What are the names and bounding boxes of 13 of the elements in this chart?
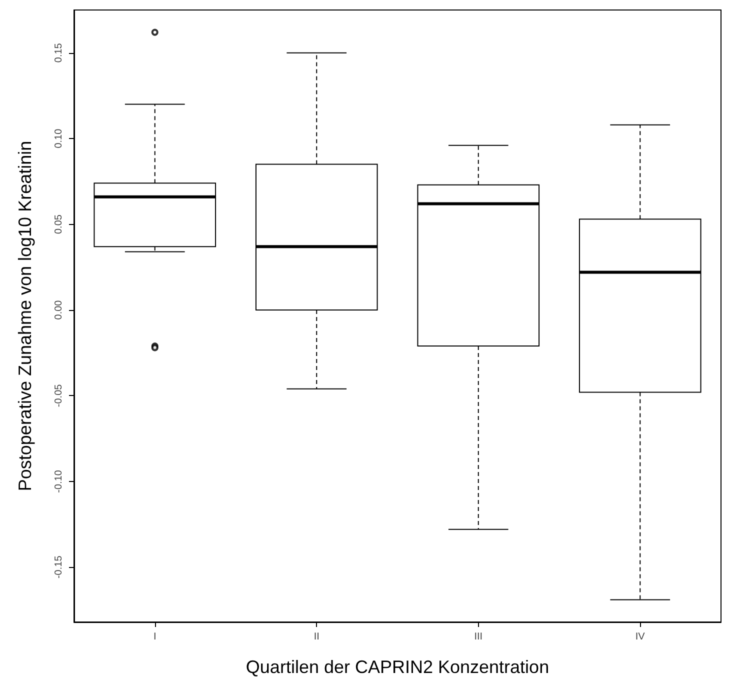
y-axis-title: Postoperative Zunahme von log10 Kreatinin <box>15 140 35 492</box>
y-tick-label: -0.05 <box>54 384 64 408</box>
y-tick-label: 0.10 <box>54 128 64 148</box>
y-tick-label: 0.05 <box>54 214 64 234</box>
x-axis-title: Quartilen der CAPRIN2 Konzentration <box>246 657 550 677</box>
x-tick-label: IV <box>635 632 646 642</box>
x-tick-label: III <box>474 632 483 642</box>
x-tick-label: I <box>153 632 156 642</box>
y-tick-label: -0.15 <box>54 555 64 579</box>
x-tick-label: II <box>314 632 320 642</box>
y-tick-label: 0.00 <box>54 300 64 320</box>
y-tick-label: 0.15 <box>54 42 64 63</box>
y-tick-label: -0.10 <box>54 470 64 493</box>
